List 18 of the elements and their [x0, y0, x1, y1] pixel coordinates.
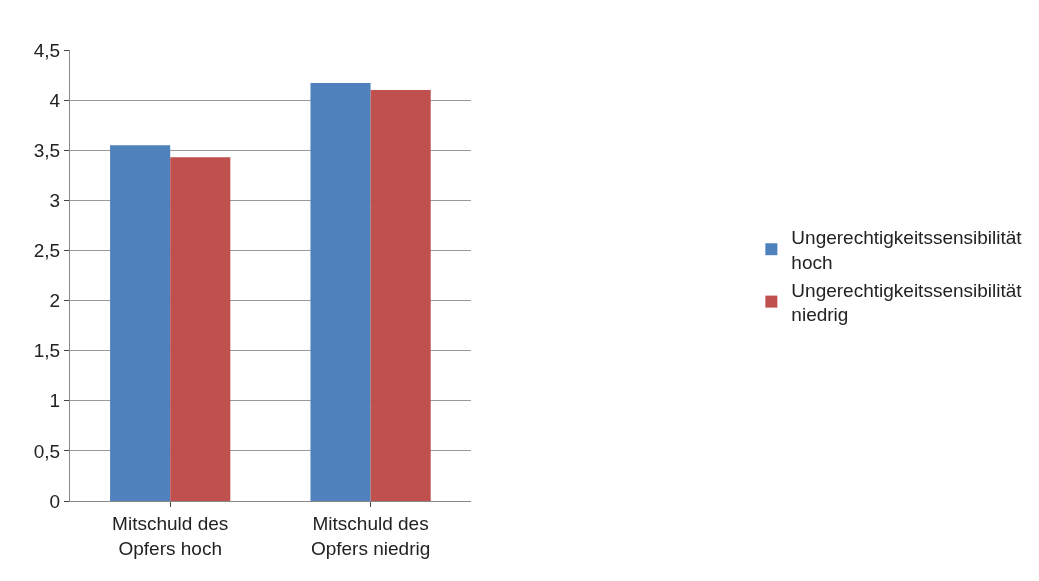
y-tick-label: 0,5 [33, 440, 61, 462]
bar [310, 83, 371, 501]
bar [110, 145, 171, 501]
y-tick-label: 1,5 [33, 340, 61, 362]
y-tick-label: 1 [49, 390, 61, 412]
y-tick-label: 0 [49, 490, 61, 512]
bar [170, 157, 231, 501]
bar [370, 90, 431, 501]
y-tick-label: 4,5 [33, 39, 61, 61]
legend-label: Ungerechtigkeitssensibilität niedrig [791, 279, 1023, 326]
y-tick-label: 3,5 [33, 139, 61, 161]
y-tick-label: 3 [49, 189, 61, 211]
x-tick-label: Mitschuld des Opfers niedrig [310, 512, 431, 559]
legend-label: Ungerechtigkeitssensibilität hoch [791, 227, 1023, 273]
x-tick-label: Mitschuld des Opfers hoch [112, 512, 229, 559]
y-tick-label: 2 [49, 290, 61, 312]
y-tick-label: 4 [49, 89, 61, 111]
y-tick-label: 2,5 [33, 240, 61, 262]
